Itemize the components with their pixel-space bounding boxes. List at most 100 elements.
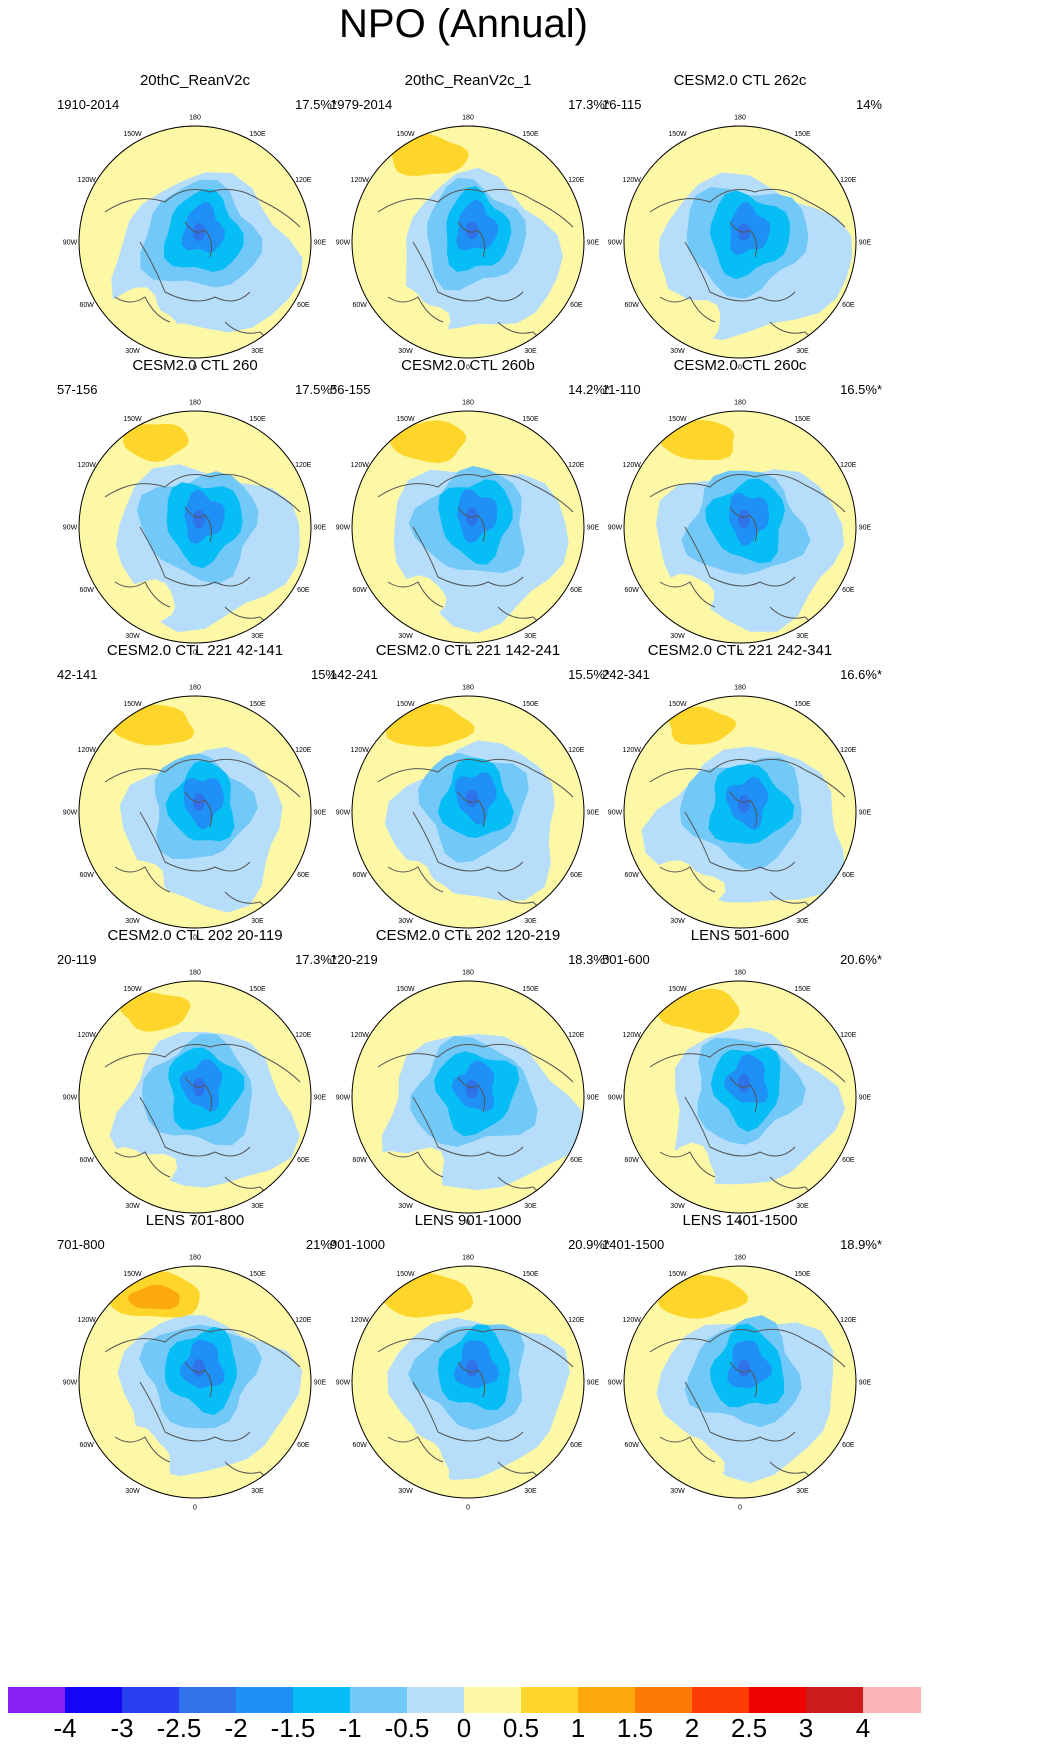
- colorbar-tick-label: -1: [338, 1713, 362, 1743]
- colorbar-tick-label: 0.5: [502, 1713, 540, 1743]
- longitude-label: 180: [462, 685, 474, 692]
- longitude-label: 60E: [570, 1442, 583, 1449]
- longitude-label: 150W: [123, 1271, 142, 1278]
- colorbar-tick-label: 1: [570, 1713, 586, 1743]
- longitude-label: 180: [462, 970, 474, 977]
- map-boundary: [623, 125, 857, 359]
- longitude-label: 90W: [336, 1380, 351, 1387]
- longitude-label: 90E: [314, 1095, 327, 1102]
- colorbar-swatch: [236, 1687, 294, 1713]
- negative-region-1p5: [729, 201, 771, 256]
- longitude-label: 90W: [608, 240, 623, 247]
- longitude-label: 0: [466, 1220, 470, 1227]
- longitude-label: 120E: [295, 1317, 312, 1324]
- longitude-label: 60W: [352, 302, 367, 309]
- coastline: [139, 526, 251, 587]
- panel-period: 142-241: [330, 667, 378, 682]
- panel-title: CESM2.0 CTL 221 142-241: [375, 642, 561, 659]
- longitude-label: 0: [738, 935, 742, 942]
- panel-period: 1910-2014: [57, 97, 120, 112]
- coastline: [684, 1096, 796, 1157]
- longitude-label: 120W: [78, 1317, 97, 1324]
- colorbar-tick-label: -3: [110, 1713, 134, 1743]
- longitude-label: 90E: [587, 1095, 600, 1102]
- panel-period: 501-600: [602, 952, 650, 967]
- longitude-label: 150W: [668, 701, 687, 708]
- longitude-label: 90W: [63, 525, 78, 532]
- map-boundary: [351, 695, 585, 929]
- positive-lobe-north-pacific: [113, 704, 195, 746]
- coastline: [104, 473, 301, 513]
- longitude-label: 120E: [840, 462, 857, 469]
- longitude-label: 30W: [670, 348, 685, 355]
- coastline: [387, 296, 444, 323]
- longitude-label: 30W: [670, 918, 685, 925]
- panel-period: 901-1000: [330, 1237, 385, 1252]
- colorbar-swatch: [179, 1687, 237, 1713]
- map-panel: CESM2.0 CTL 221 42-141 42-141 15% 180 150E 12…: [45, 642, 345, 952]
- panel-variance-percent: 15.5%*: [568, 667, 610, 682]
- coastline: [184, 791, 213, 828]
- longitude-label: 30W: [398, 1203, 413, 1210]
- longitude-label: 150W: [123, 986, 142, 993]
- longitude-label: 120W: [78, 177, 97, 184]
- colorbar-swatch: [407, 1687, 465, 1713]
- longitude-label: 150W: [668, 416, 687, 423]
- panel-title: LENS 901-1000: [414, 1212, 522, 1229]
- longitude-label: 60W: [624, 872, 639, 879]
- map-boundary: [623, 410, 857, 644]
- longitude-label: 180: [189, 1255, 201, 1262]
- longitude-label: 0: [193, 935, 197, 942]
- polar-map: 180 150E 120E 90E 60E 30E 0 30W 60W 90W 120W 150W: [63, 400, 327, 657]
- coastline: [412, 811, 524, 872]
- panel-period: 1979-2014: [330, 97, 393, 112]
- longitude-label: 30E: [796, 918, 809, 925]
- panel-variance-percent: 17.3%*: [295, 952, 337, 967]
- coastline: [114, 581, 171, 608]
- positive-lobe-north-pacific: [385, 703, 475, 747]
- map-panel: CESM2.0 CTL 221 242-341 242-341 16.6%* 180 1…: [590, 642, 890, 952]
- panel-title: 20thC_ReanV2c_1: [404, 72, 532, 89]
- longitude-label: 90W: [336, 810, 351, 817]
- colorbar-tick-label: -4: [53, 1713, 77, 1743]
- longitude-label: 120E: [295, 1032, 312, 1039]
- colorbar-swatch: [464, 1687, 522, 1713]
- coastline: [377, 188, 574, 228]
- longitude-label: 30E: [524, 918, 537, 925]
- longitude-label: 60W: [79, 587, 94, 594]
- longitude-label: 60E: [297, 587, 310, 594]
- panel-title: CESM2.0 CTL 221 42-141: [106, 642, 284, 659]
- panel-variance-percent: 17.5%*: [295, 382, 337, 397]
- colorbar: [8, 1687, 921, 1713]
- map-panel: CESM2.0 CTL 260b 56-155 14.2%* 180 150E 120E 9…: [318, 357, 618, 667]
- panel-title: LENS 701-800: [145, 1212, 245, 1229]
- negative-region-1p5: [456, 199, 499, 251]
- longitude-label: 30E: [251, 633, 264, 640]
- longitude-label: 90E: [587, 1380, 600, 1387]
- coastline: [377, 1328, 574, 1368]
- coastline: [729, 791, 758, 828]
- coastline: [114, 1151, 171, 1178]
- longitude-label: 60E: [297, 1442, 310, 1449]
- coastline: [377, 1043, 574, 1083]
- positive-lobe-north-pacific: [657, 1273, 748, 1319]
- panel-period: 42-141: [57, 667, 98, 682]
- longitude-label: 150E: [522, 1271, 539, 1278]
- coastline: [184, 221, 213, 258]
- panel-period: 56-155: [330, 382, 371, 397]
- longitude-label: 90W: [608, 810, 623, 817]
- panel-title: CESM2.0 CTL 202 120-219: [375, 927, 561, 944]
- coastline: [377, 758, 574, 798]
- colorbar-tick-label: 4: [855, 1713, 871, 1743]
- panel-variance-percent: 15%: [310, 667, 337, 682]
- longitude-label: 180: [462, 400, 474, 407]
- longitude-label: 0: [193, 365, 197, 372]
- map-boundary: [623, 980, 857, 1214]
- negative-core: [193, 1359, 205, 1377]
- longitude-label: 120E: [295, 747, 312, 754]
- coastline: [104, 758, 301, 798]
- longitude-label: 30E: [796, 348, 809, 355]
- longitude-label: 120W: [78, 747, 97, 754]
- colorbar-swatch: [8, 1687, 66, 1713]
- longitude-label: 120E: [840, 177, 857, 184]
